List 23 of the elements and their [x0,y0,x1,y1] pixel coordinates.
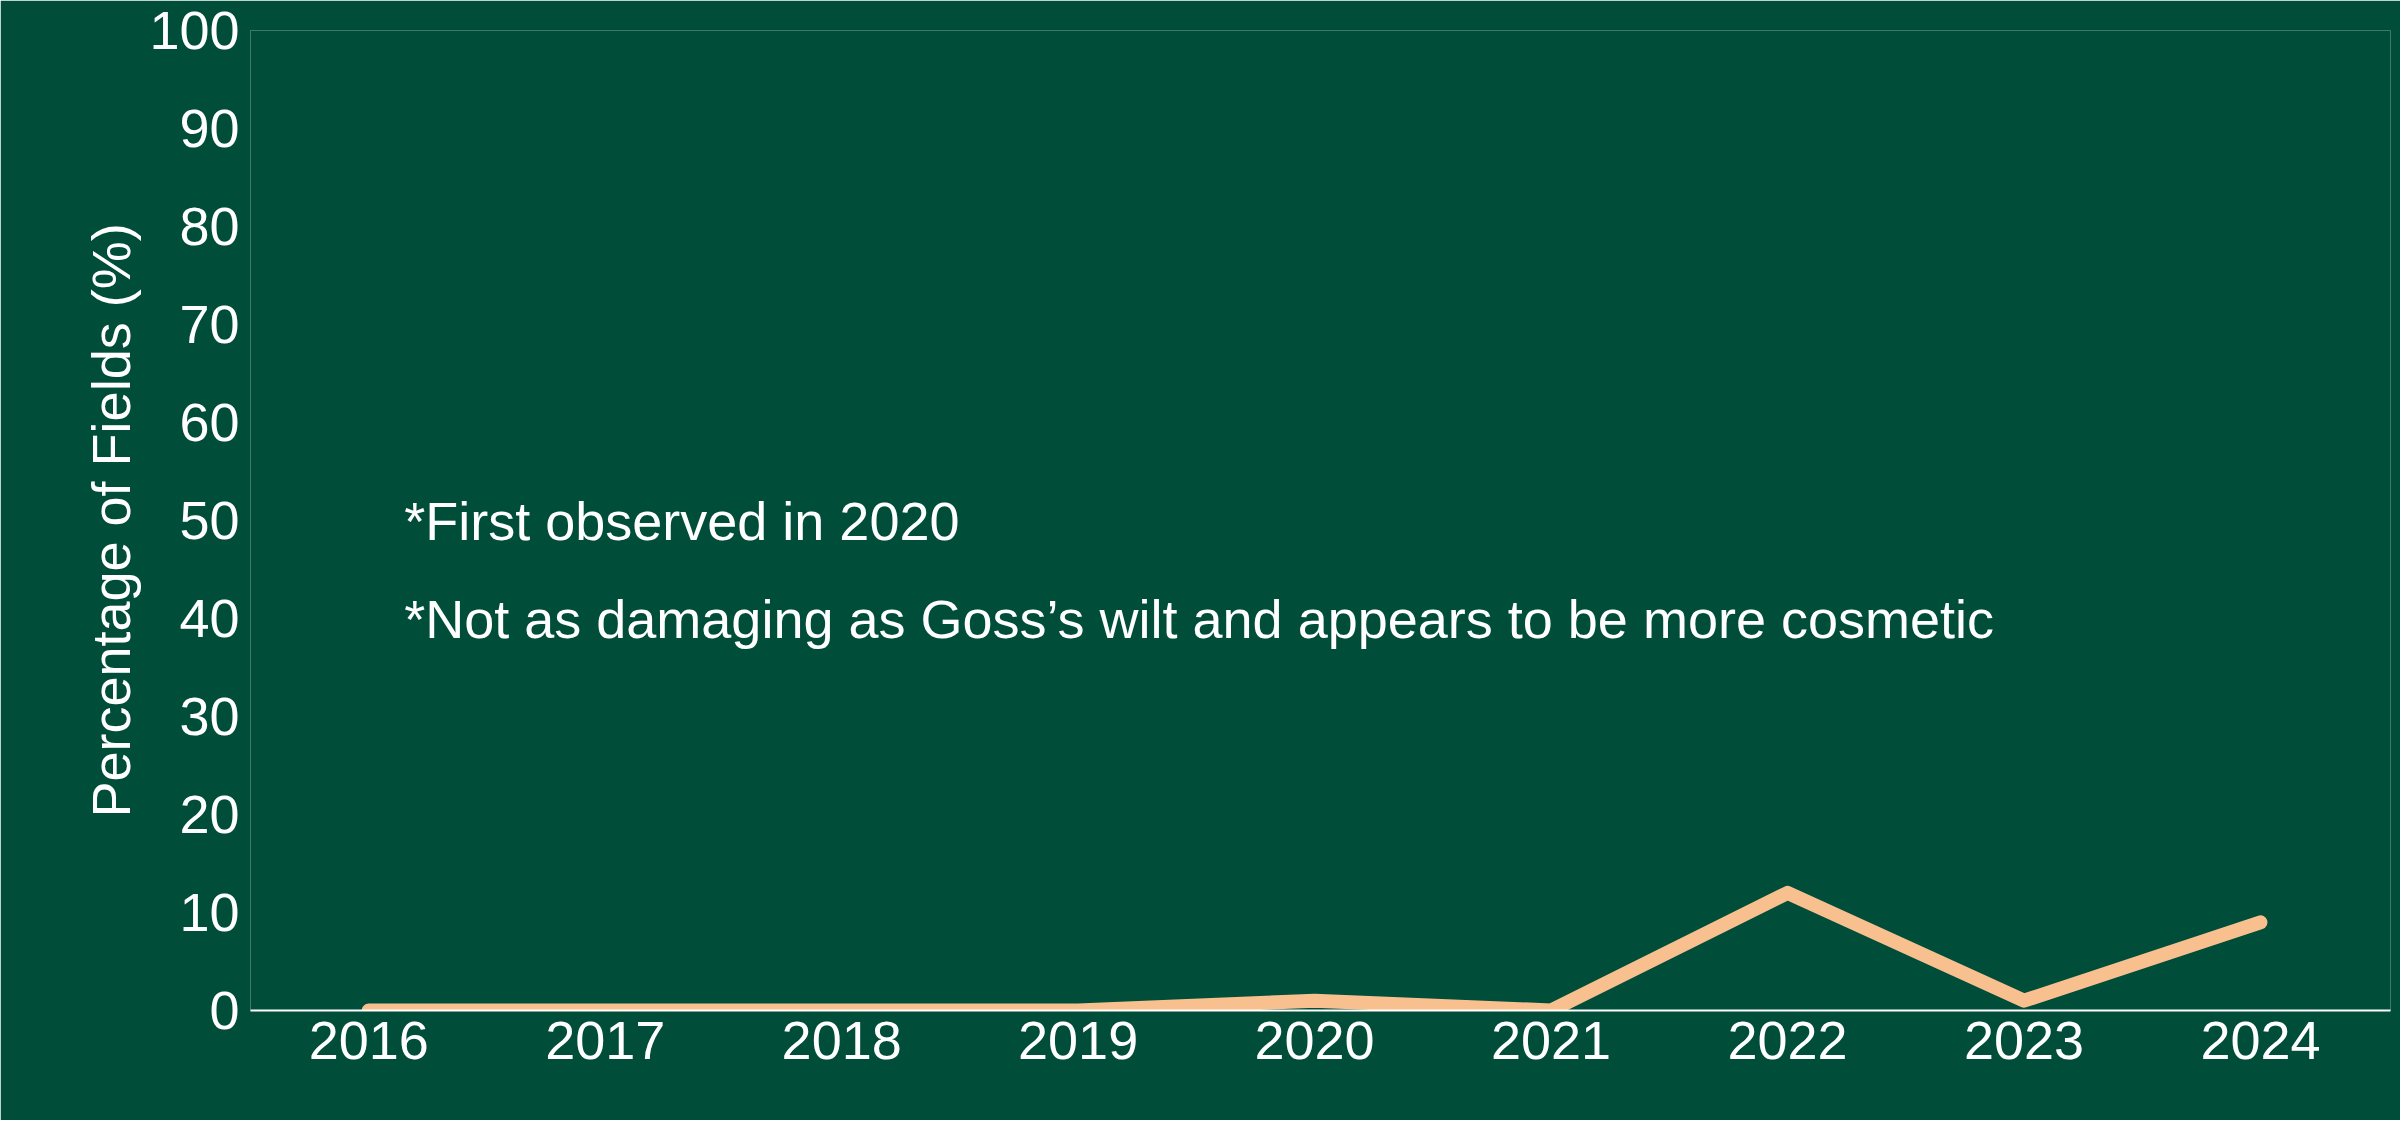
x-tick-label: 2024 [2200,1009,2321,1070]
y-tick-label: 20 [179,784,240,844]
y-tick-label: 100 [149,0,240,60]
y-tick-label: 60 [179,392,240,452]
x-tick-label: 2019 [1018,1009,1139,1070]
y-tick-label: 50 [179,490,240,550]
y-tick-label: 10 [179,882,240,942]
annotation: *First observed in 2020 [404,490,960,551]
y-tick-label: 90 [179,98,240,158]
y-tick-label: 80 [179,196,240,256]
x-tick-label: 2021 [1490,1009,1612,1070]
y-tick-label: 70 [179,294,240,354]
x-tick-label: 2020 [1254,1009,1375,1070]
x-tick-label: 2016 [308,1009,429,1070]
y-tick-label: 40 [179,588,240,648]
y-tick-label: 0 [209,980,240,1040]
y-axis-title: Percentage of Fields (%) [81,223,142,818]
y-tick-label: 30 [179,686,240,746]
x-tick-label: 2023 [1963,1009,2085,1070]
x-tick-label: 2018 [781,1009,902,1070]
x-tick-label: 2017 [545,1009,666,1070]
x-tick-label: 2022 [1727,1009,1848,1070]
annotation: *Not as damaging as Goss’s wilt and appears to be more cosmetic [404,588,1994,649]
